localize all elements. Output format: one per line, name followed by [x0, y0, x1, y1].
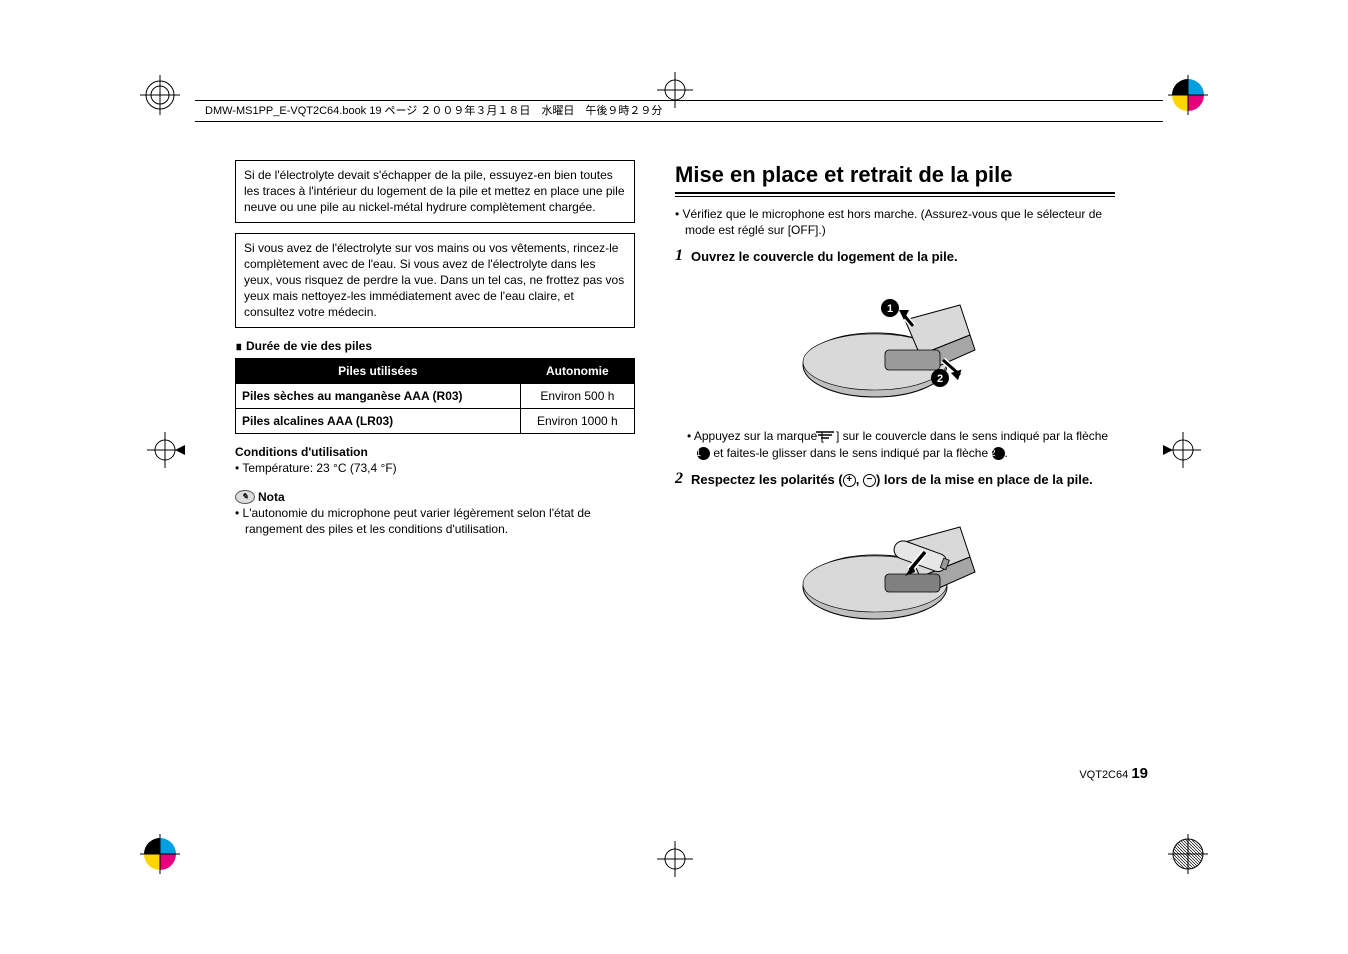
heading-rule: [675, 192, 1115, 196]
step-2: 2 Respectez les polarités (+, −) lors de…: [675, 471, 1115, 489]
svg-text:1: 1: [887, 303, 893, 315]
intro-bullet: • Vérifiez que le microphone est hors ma…: [675, 206, 1115, 238]
nota-label: Nota: [258, 490, 285, 504]
conditions-text: Température: 23 °C (73,4 °F): [242, 461, 396, 475]
sub-text-a: Appuyez sur la marque [: [694, 429, 824, 443]
reg-mark-bottom: [655, 839, 695, 884]
step-1-text: Ouvrez le couvercle du logement de la pi…: [691, 248, 958, 266]
page-number: VQT2C64 19: [1079, 765, 1148, 782]
table-header-batteries: Piles utilisées: [236, 358, 521, 383]
step2-text-a: Respectez les polarités (: [691, 472, 843, 487]
step-1-number: 1: [675, 248, 683, 266]
svg-text:2: 2: [937, 373, 943, 385]
reg-mark-tl: [140, 75, 180, 120]
callout-2: 2: [992, 447, 1005, 460]
step2-text-c: ) lors de la mise en place de la pile.: [876, 472, 1093, 487]
nota-bullet: • L'autonomie du microphone peut varier …: [235, 505, 635, 537]
reg-mark-left: [145, 430, 185, 475]
reg-mark-bl-color: [140, 834, 180, 879]
sub-text-b: ] sur le couvercle dans le sens indiqué …: [836, 429, 1108, 443]
table-cell-value: Environ 1000 h: [520, 409, 634, 434]
reg-mark-tr-color: [1168, 75, 1208, 120]
table-cell-label: Piles alcalines AAA (LR03): [236, 409, 521, 434]
step2-text-b: ,: [856, 472, 863, 487]
step-2-text: Respectez les polarités (+, −) lors de l…: [691, 471, 1093, 489]
callout-1: 1: [697, 447, 710, 460]
step-1-sub-bullet: • Appuyez sur la marque [] sur le couver…: [675, 428, 1115, 461]
right-column: Mise en place et retrait de la pile • Vé…: [675, 160, 1115, 651]
intro-text: Vérifiez que le microphone est hors marc…: [683, 207, 1103, 237]
header-text: DMW-MS1PP_E-VQT2C64.book 19 ページ ２００９年３月１…: [205, 105, 662, 117]
table-cell-value: Environ 500 h: [520, 383, 634, 408]
running-header: DMW-MS1PP_E-VQT2C64.book 19 ページ ２００９年３月１…: [195, 100, 1163, 122]
step-1: 1 Ouvrez le couvercle du logement de la …: [675, 248, 1115, 266]
nota-heading: ✎Nota: [235, 489, 635, 505]
footer-code: VQT2C64: [1079, 769, 1128, 781]
battery-life-table: Piles utilisées Autonomie Piles sèches a…: [235, 358, 635, 435]
main-heading: Mise en place et retrait de la pile: [675, 160, 1115, 190]
sub-text-c: et faites-le glisser dans le sens indiqu…: [710, 446, 992, 460]
warning-box-1: Si de l'électrolyte devait s'échapper de…: [235, 160, 635, 223]
table-row: Piles alcalines AAA (LR03) Environ 1000 …: [236, 409, 635, 434]
table-cell-label: Piles sèches au manganèse AAA (R03): [236, 383, 521, 408]
conditions-title: Conditions d'utilisation: [235, 444, 635, 460]
battery-life-title: Durée de vie des piles: [235, 338, 635, 354]
left-column: Si de l'électrolyte devait s'échapper de…: [235, 160, 635, 651]
reg-mark-br: [1168, 834, 1208, 879]
figure-2: [675, 502, 1115, 636]
table-header-autonomy: Autonomie: [520, 358, 634, 383]
slide-mark-icon: [824, 429, 836, 445]
table-row: Piles sèches au manganèse AAA (R03) Envi…: [236, 383, 635, 408]
reg-mark-right: [1163, 430, 1203, 475]
plus-icon: +: [843, 474, 856, 487]
step-2-number: 2: [675, 471, 683, 489]
figure-1: 1 2: [675, 280, 1115, 414]
nota-text: L'autonomie du microphone peut varier lé…: [243, 506, 591, 536]
nota-icon: ✎: [235, 490, 255, 504]
conditions-bullet: • Température: 23 °C (73,4 °F): [235, 460, 635, 476]
page-content: Si de l'électrolyte devait s'échapper de…: [235, 160, 1155, 651]
minus-icon: −: [863, 474, 876, 487]
sub-text-d: .: [1005, 446, 1008, 460]
footer-page: 19: [1131, 765, 1148, 782]
warning-box-2: Si vous avez de l'électrolyte sur vos ma…: [235, 233, 635, 328]
